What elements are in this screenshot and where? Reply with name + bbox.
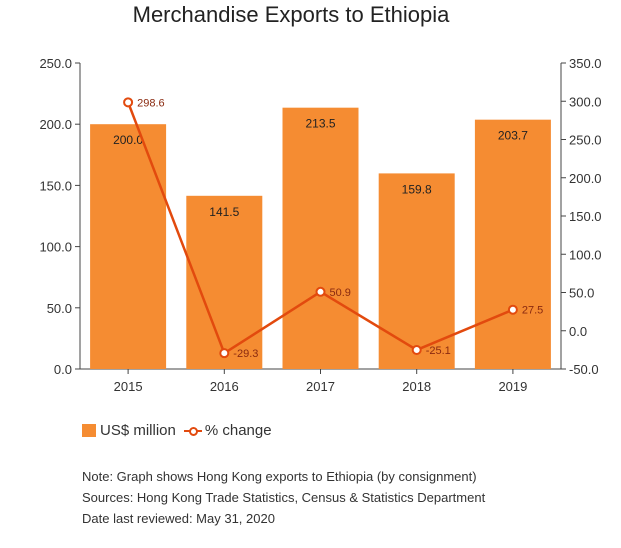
bar bbox=[90, 124, 167, 369]
legend-item-bars[interactable]: US$ million bbox=[82, 422, 176, 439]
y-right-tick-label: 350.0 bbox=[569, 56, 602, 71]
line-point bbox=[411, 344, 422, 355]
x-tick-label: 2018 bbox=[402, 379, 431, 394]
line-point bbox=[315, 286, 326, 297]
x-tick-label: 2016 bbox=[210, 379, 239, 394]
y-right-tick-label: 200.0 bbox=[569, 171, 602, 186]
line-point bbox=[507, 304, 518, 315]
y-left-tick-label: 100.0 bbox=[39, 240, 72, 255]
x-tick-label: 2019 bbox=[498, 379, 527, 394]
y-left-tick-label: 0.0 bbox=[54, 362, 72, 377]
y-right-tick-label: 50.0 bbox=[569, 286, 594, 301]
bar-data-label: 213.5 bbox=[305, 117, 335, 131]
bar-data-label: 141.5 bbox=[209, 205, 239, 219]
legend: US$ million % change bbox=[82, 422, 280, 439]
bar-data-label: 200.0 bbox=[113, 133, 143, 147]
x-tick-label: 2015 bbox=[114, 379, 143, 394]
line-point bbox=[123, 97, 134, 108]
y-left-tick-label: 50.0 bbox=[47, 301, 72, 316]
legend-label-bars: US$ million bbox=[100, 422, 176, 439]
y-right-tick-label: -50.0 bbox=[569, 362, 599, 377]
legend-swatch-line bbox=[183, 424, 202, 437]
line-data-label: -25.1 bbox=[426, 345, 451, 357]
y-right-tick-label: 300.0 bbox=[569, 94, 602, 109]
chart-plot: 0.0 50.0 100.0 150.0 200.0 250.0 -50.0 0.0 50.0 1… bbox=[39, 56, 602, 394]
chart-notes: Note: Graph shows Hong Kong exports to E… bbox=[82, 466, 485, 529]
y-left-tick-label: 150.0 bbox=[39, 178, 72, 193]
line-point bbox=[219, 348, 230, 359]
y-right-tick-label: 250.0 bbox=[569, 133, 602, 148]
legend-item-line[interactable]: % change bbox=[183, 422, 272, 439]
note-text: Note: Graph shows Hong Kong exports to E… bbox=[82, 469, 477, 484]
y-right-tick-label: 100.0 bbox=[569, 247, 602, 262]
bar bbox=[378, 173, 455, 369]
line-data-label: 50.9 bbox=[330, 287, 351, 299]
bar-data-label: 159.8 bbox=[402, 182, 432, 196]
line-data-label: -29.3 bbox=[233, 348, 258, 360]
bar-data-label: 203.7 bbox=[498, 129, 528, 143]
line-data-label: 298.6 bbox=[137, 97, 165, 109]
x-tick-label: 2017 bbox=[306, 379, 335, 394]
y-left-tick-label: 200.0 bbox=[39, 117, 72, 132]
line-data-label: 27.5 bbox=[522, 305, 543, 317]
chart-title: Merchandise Exports to Ethiopia bbox=[132, 2, 450, 27]
date-reviewed-text: Date last reviewed: May 31, 2020 bbox=[82, 511, 275, 526]
y-right-tick-label: 150.0 bbox=[569, 209, 602, 224]
bar bbox=[186, 195, 263, 369]
y-right-tick-label: 0.0 bbox=[569, 324, 587, 339]
bar bbox=[474, 119, 551, 369]
sources-text: Sources: Hong Kong Trade Statistics, Cen… bbox=[82, 490, 486, 505]
y-left-tick-label: 250.0 bbox=[39, 56, 72, 71]
legend-label-line: % change bbox=[204, 422, 272, 439]
bar bbox=[282, 107, 359, 370]
legend-swatch-bar bbox=[82, 424, 96, 437]
